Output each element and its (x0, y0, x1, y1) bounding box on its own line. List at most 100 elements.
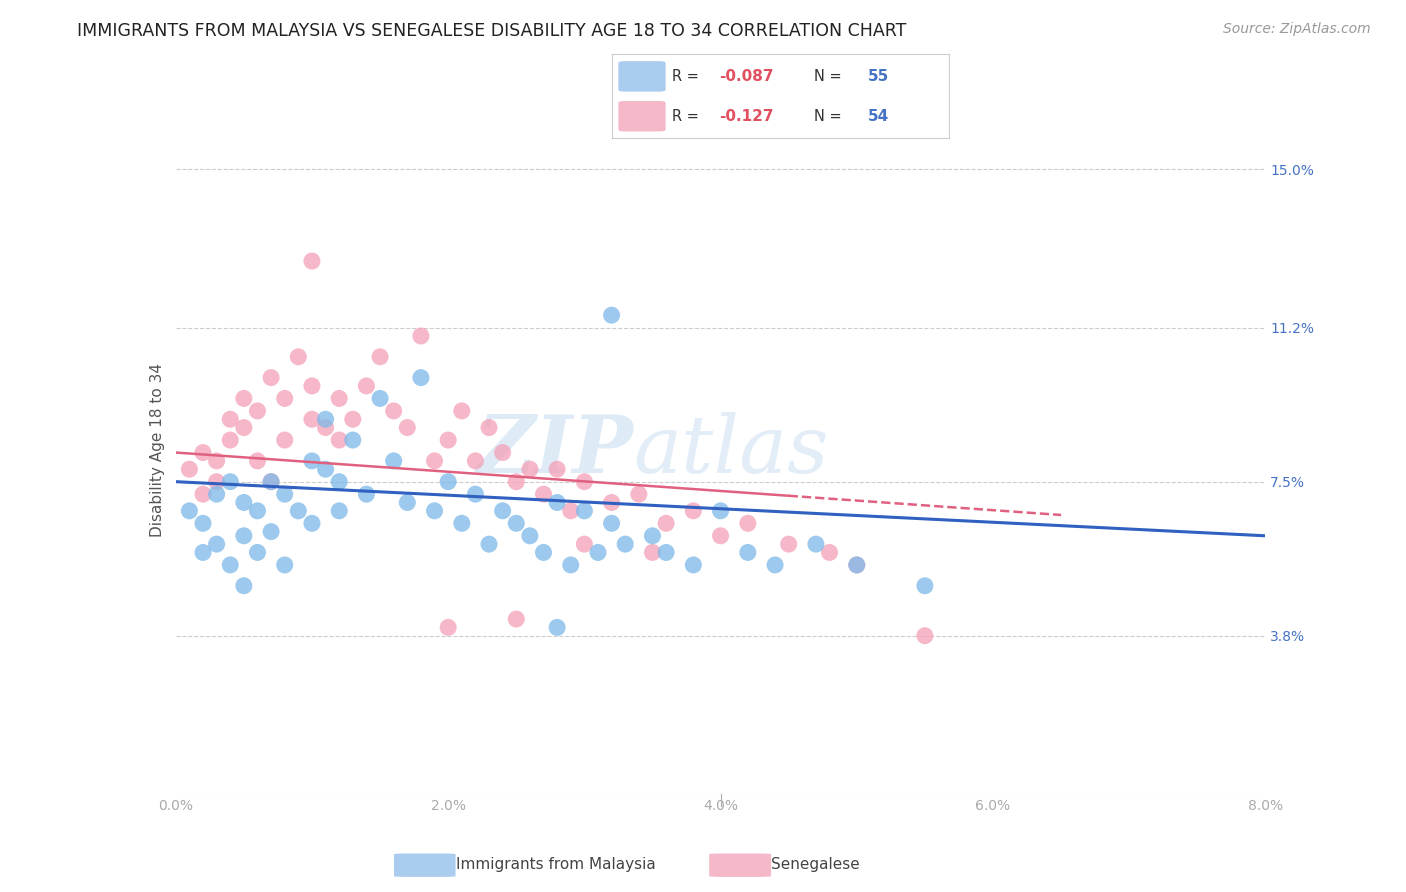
Point (191, 487, 214, 501)
Point (246, 454, 269, 468)
Point (437, 433, 460, 447)
Text: 54: 54 (868, 109, 890, 124)
Text: N =: N = (814, 69, 846, 84)
Point (368, 350, 391, 364)
Text: atlas: atlas (633, 412, 828, 489)
Point (682, 504, 704, 518)
Point (778, 537, 800, 551)
Point (574, 537, 596, 551)
Point (396, 495, 419, 509)
Point (546, 495, 568, 509)
Point (260, 370, 283, 384)
Point (533, 545, 555, 559)
Point (315, 412, 337, 426)
Point (600, 308, 623, 322)
Point (315, 462, 337, 476)
Point (423, 454, 446, 468)
Point (409, 370, 432, 384)
Point (914, 629, 936, 643)
Point (179, 462, 201, 476)
Point (546, 462, 568, 476)
Point (737, 516, 759, 531)
FancyBboxPatch shape (619, 62, 665, 92)
Text: -0.127: -0.127 (720, 109, 775, 124)
Point (328, 475, 350, 489)
Point (274, 433, 297, 447)
Point (246, 404, 269, 418)
Point (274, 558, 297, 572)
Point (260, 475, 283, 489)
Point (519, 529, 541, 543)
Point (505, 475, 527, 489)
Point (560, 558, 582, 572)
Point (191, 445, 214, 459)
Point (464, 487, 486, 501)
Point (437, 620, 460, 634)
Point (232, 579, 254, 593)
Point (574, 475, 596, 489)
Point (505, 516, 527, 531)
Text: R =: R = (672, 69, 704, 84)
Point (492, 504, 515, 518)
Point (368, 392, 391, 406)
Point (533, 487, 555, 501)
Point (450, 516, 472, 531)
Point (315, 420, 337, 434)
Point (219, 475, 242, 489)
Point (546, 620, 568, 634)
Point (627, 487, 650, 501)
Point (409, 329, 432, 343)
Point (614, 537, 637, 551)
Point (600, 516, 623, 531)
Point (342, 412, 364, 426)
Text: Source: ZipAtlas.com: Source: ZipAtlas.com (1223, 22, 1371, 37)
Point (205, 454, 228, 468)
Point (356, 487, 378, 501)
Point (382, 404, 405, 418)
Point (818, 545, 841, 559)
Point (641, 545, 664, 559)
Point (710, 529, 733, 543)
Point (396, 420, 419, 434)
Point (505, 612, 527, 626)
Point (655, 545, 678, 559)
Point (464, 454, 486, 468)
Point (301, 379, 323, 393)
Point (301, 254, 323, 268)
Point (710, 504, 733, 518)
Text: Senegalese: Senegalese (770, 857, 860, 871)
Point (845, 558, 868, 572)
Point (301, 412, 323, 426)
Point (560, 504, 582, 518)
Point (450, 404, 472, 418)
Point (232, 495, 254, 509)
Point (179, 504, 201, 518)
Point (328, 504, 350, 518)
Point (232, 529, 254, 543)
Point (274, 392, 297, 406)
Point (600, 495, 623, 509)
Point (641, 529, 664, 543)
Point (682, 558, 704, 572)
Point (655, 516, 678, 531)
Point (274, 487, 297, 501)
Point (301, 454, 323, 468)
Point (478, 537, 501, 551)
Point (437, 475, 460, 489)
Text: IMMIGRANTS FROM MALAYSIA VS SENEGALESE DISABILITY AGE 18 TO 34 CORRELATION CHART: IMMIGRANTS FROM MALAYSIA VS SENEGALESE D… (77, 22, 907, 40)
Point (845, 558, 868, 572)
Point (763, 558, 786, 572)
Point (260, 524, 283, 539)
Point (205, 537, 228, 551)
Point (219, 433, 242, 447)
Point (205, 475, 228, 489)
Point (232, 420, 254, 434)
Point (519, 462, 541, 476)
Point (232, 392, 254, 406)
FancyBboxPatch shape (709, 854, 770, 877)
Point (914, 579, 936, 593)
Point (205, 487, 228, 501)
Text: R =: R = (672, 109, 704, 124)
Point (301, 516, 323, 531)
Point (246, 545, 269, 559)
